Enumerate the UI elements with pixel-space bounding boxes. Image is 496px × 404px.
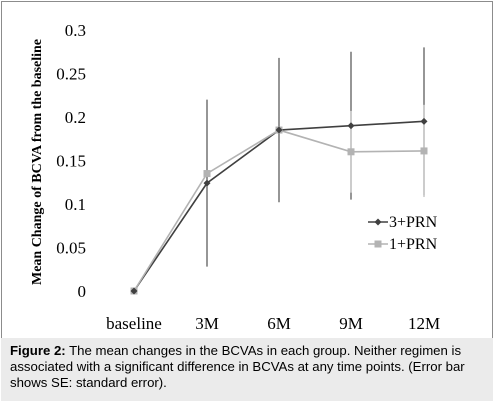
x-tick-label: baseline bbox=[106, 314, 162, 333]
data-point bbox=[347, 148, 355, 156]
x-tick-label: 3M bbox=[195, 314, 219, 333]
figure-caption: Figure 2: The mean changes in the BCVAs … bbox=[1, 338, 493, 401]
y-tick-label: 0.05 bbox=[56, 239, 86, 258]
data-point bbox=[347, 122, 355, 130]
caption-text: The mean changes in the BCVAs in each gr… bbox=[10, 343, 465, 391]
y-tick-label: 0.2 bbox=[65, 108, 86, 127]
data-point bbox=[130, 287, 138, 295]
legend: 3+PRN 1+PRN bbox=[368, 214, 438, 253]
y-tick-label: 0.3 bbox=[65, 21, 86, 40]
x-tick-labels: baseline 3M 6M 9M 12M bbox=[106, 314, 440, 333]
legend-swatch-marker bbox=[374, 218, 382, 226]
legend-label: 1+PRN bbox=[389, 236, 438, 253]
y-tick-label: 0.15 bbox=[56, 152, 86, 171]
error-bars bbox=[206, 47, 425, 267]
data-markers bbox=[130, 117, 428, 295]
legend-swatch-marker bbox=[374, 240, 382, 248]
data-point bbox=[420, 117, 428, 125]
y-tick-labels: 0 0.05 0.1 0.15 0.2 0.25 0.3 bbox=[56, 21, 86, 301]
data-point bbox=[203, 179, 211, 187]
x-tick-label: 12M bbox=[408, 314, 440, 333]
y-tick-label: 0.1 bbox=[65, 195, 86, 214]
legend-label: 3+PRN bbox=[389, 214, 438, 231]
caption-label: Figure 2: bbox=[10, 343, 66, 358]
y-tick-label: 0 bbox=[78, 282, 87, 301]
x-tick-label: 9M bbox=[339, 314, 363, 333]
data-point bbox=[275, 126, 283, 134]
line-chart: 0 0.05 0.1 0.15 0.2 0.25 0.3 baseline 3M 6M 9M 12M… bbox=[30, 21, 440, 333]
y-axis-label: Mean Change of BCVA from the baseline bbox=[30, 39, 45, 285]
x-tick-label: 6M bbox=[267, 314, 291, 333]
data-point bbox=[203, 170, 211, 178]
data-point bbox=[420, 147, 428, 155]
y-tick-label: 0.25 bbox=[56, 65, 86, 84]
